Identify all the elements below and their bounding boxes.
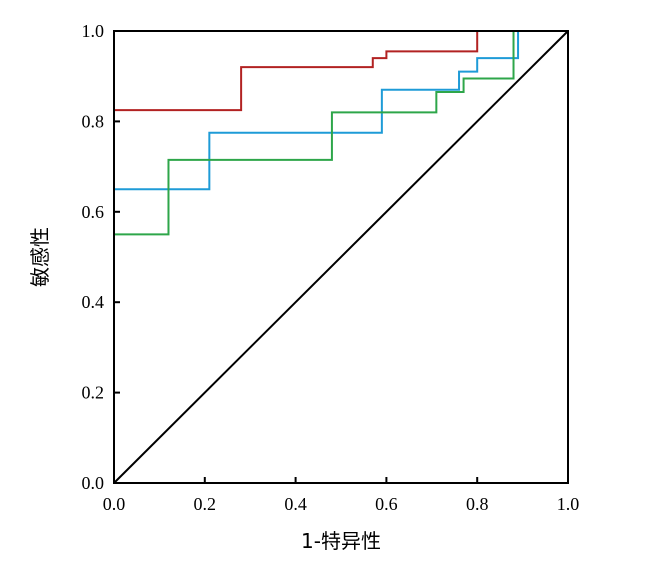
reference-layer (113, 30, 569, 484)
y-tick-label: 0.8 (82, 111, 105, 131)
x-tick-label: 0.6 (375, 494, 398, 514)
reference-diagonal (113, 30, 569, 484)
y-tick-label: 0.4 (82, 292, 105, 312)
x-tick-label: 0.0 (103, 494, 126, 514)
y-tick-label: 0.6 (82, 202, 105, 222)
series-layer (114, 30, 568, 236)
y-tick-label: 0.2 (82, 383, 105, 403)
x-tick-label: 1.0 (557, 494, 580, 514)
roc-series-3 (114, 30, 568, 236)
x-axis-title: 1-特异性 (301, 529, 381, 553)
y-tick-label: 0.0 (82, 473, 105, 493)
x-tick-label: 0.2 (194, 494, 217, 514)
x-axis: 0.0 0.2 0.4 0.6 0.8 1.0 (103, 477, 580, 514)
y-axis: 0.0 0.2 0.4 0.6 0.8 1.0 (82, 21, 120, 493)
y-axis-title: 敏感性 (28, 227, 52, 287)
x-tick-label: 0.4 (284, 494, 307, 514)
roc-series-1 (114, 30, 568, 112)
x-tick-label: 0.8 (466, 494, 489, 514)
y-tick-label: 1.0 (82, 21, 105, 41)
roc-series-2 (114, 30, 568, 191)
plot-frame (113, 30, 569, 484)
